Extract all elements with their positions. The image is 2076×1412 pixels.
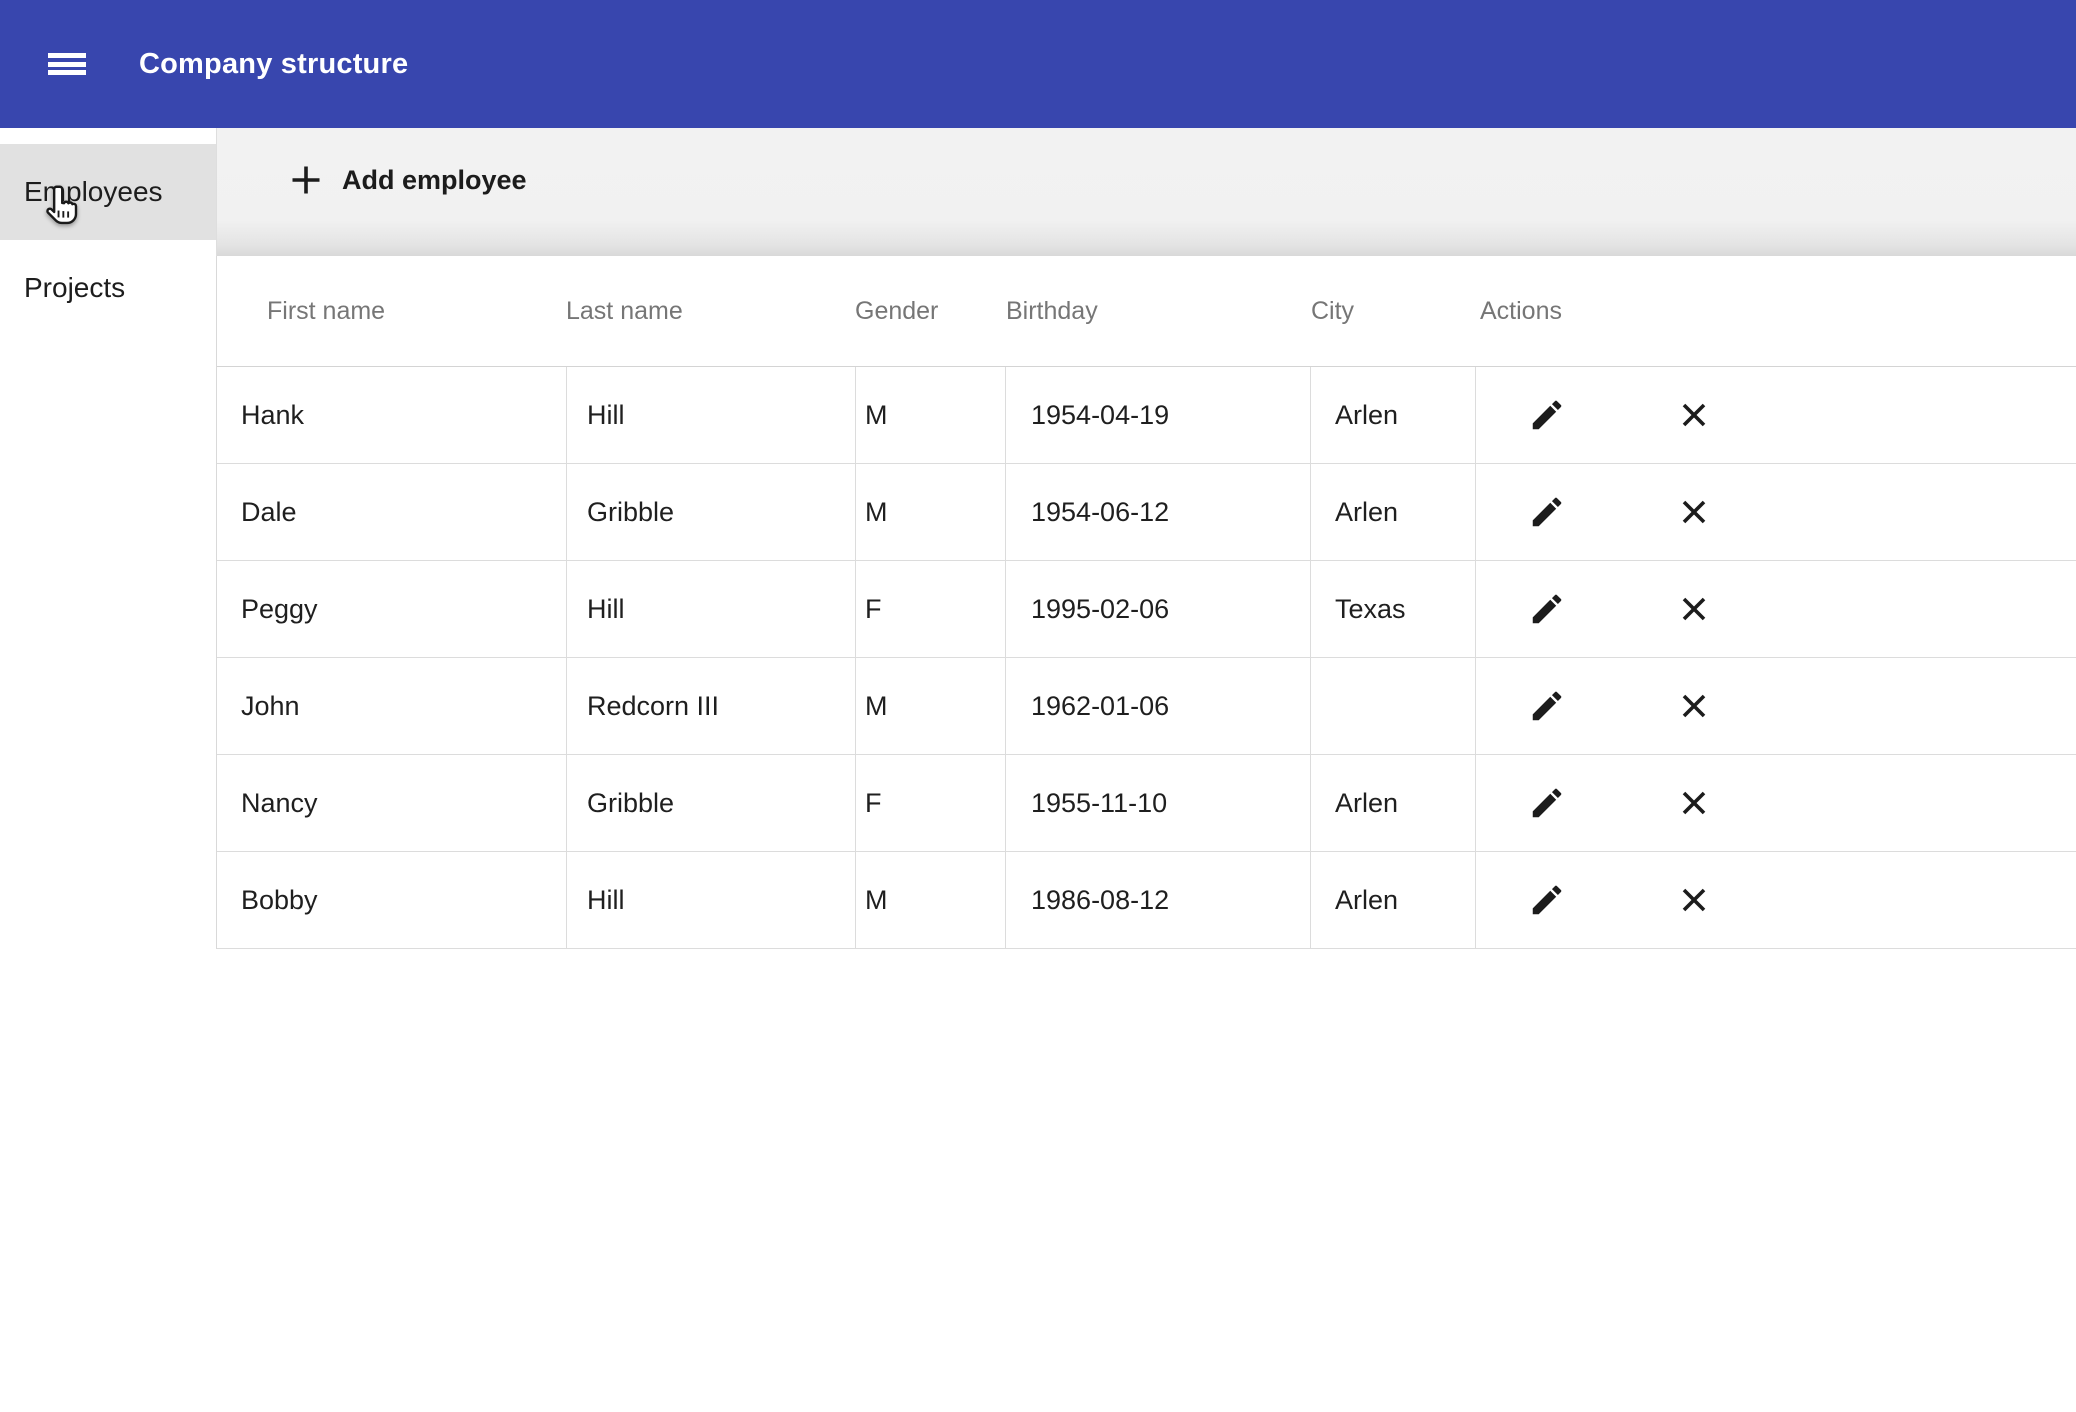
delete-row-button[interactable]: [1678, 884, 1710, 916]
add-employee-button[interactable]: Add employee: [290, 128, 527, 232]
edit-row-button[interactable]: [1528, 396, 1566, 434]
delete-row-button[interactable]: [1678, 399, 1710, 431]
cell-birthday: 1955-11-10: [1005, 755, 1310, 851]
delete-row-button[interactable]: [1678, 496, 1710, 528]
cell-birthday: 1954-06-12: [1005, 464, 1310, 560]
cell-actions: [1475, 367, 2076, 463]
cell-first-name: Nancy: [241, 787, 318, 818]
cell-actions: [1475, 561, 2076, 657]
cell-last-name: Gribble: [566, 464, 855, 560]
table-toolbar: Add employee: [216, 128, 2076, 256]
pencil-icon: [1528, 885, 1566, 922]
cell-gender: M: [855, 464, 1005, 560]
pencil-icon: [1528, 788, 1566, 825]
delete-row-button[interactable]: [1678, 593, 1710, 625]
cell-last-name: Hill: [566, 367, 855, 463]
cell-city: Arlen: [1310, 852, 1475, 948]
cell-birthday: 1962-01-06: [1005, 658, 1310, 754]
cell-first-name: Dale: [241, 496, 297, 527]
column-header-birthday: Birthday: [1006, 296, 1098, 325]
sidebar-item-employees[interactable]: Employees: [0, 144, 216, 240]
cell-birthday: 1954-04-19: [1005, 367, 1310, 463]
sidebar-item-projects[interactable]: Projects: [24, 272, 126, 303]
delete-row-button[interactable]: [1678, 787, 1710, 819]
cell-birthday: 1995-02-06: [1005, 561, 1310, 657]
cell-city: [1310, 658, 1475, 754]
cell-gender: M: [855, 658, 1005, 754]
cell-last-name: Hill: [566, 561, 855, 657]
cell-city: Arlen: [1310, 755, 1475, 851]
edit-row-button[interactable]: [1528, 493, 1566, 531]
cell-gender: M: [855, 367, 1005, 463]
edit-row-button[interactable]: [1528, 881, 1566, 919]
cell-gender: M: [855, 852, 1005, 948]
cell-actions: [1475, 464, 2076, 560]
x-icon: [1678, 403, 1710, 434]
cell-birthday: 1986-08-12: [1005, 852, 1310, 948]
pencil-icon: [1528, 497, 1566, 534]
employees-table: First name Last name Gender Birthday Cit…: [216, 256, 2076, 949]
cell-gender: F: [855, 561, 1005, 657]
table-row: Hank Hill M 1954-04-19 Arlen: [217, 367, 2076, 464]
edit-row-button[interactable]: [1528, 784, 1566, 822]
hamburger-menu-icon[interactable]: [48, 53, 86, 75]
x-icon: [1678, 694, 1710, 725]
cell-last-name: Gribble: [566, 755, 855, 851]
table-row: Nancy Gribble F 1955-11-10 Arlen: [217, 755, 2076, 852]
pencil-icon: [1528, 691, 1566, 728]
cell-first-name: Peggy: [241, 593, 318, 624]
table-header-row: First name Last name Gender Birthday Cit…: [217, 256, 2076, 367]
column-header-gender: Gender: [855, 296, 939, 325]
cell-first-name: John: [241, 690, 300, 721]
cell-city: Texas: [1310, 561, 1475, 657]
table-body: Hank Hill M 1954-04-19 Arlen: [217, 367, 2076, 949]
cell-first-name: Bobby: [241, 884, 318, 915]
cell-first-name: Hank: [241, 399, 305, 430]
delete-row-button[interactable]: [1678, 690, 1710, 722]
x-icon: [1678, 791, 1710, 822]
pencil-icon: [1528, 400, 1566, 437]
cell-last-name: Redcorn III: [566, 658, 855, 754]
x-icon: [1678, 597, 1710, 628]
edit-row-button[interactable]: [1528, 590, 1566, 628]
x-icon: [1678, 500, 1710, 531]
column-header-actions: Actions: [1480, 296, 1562, 325]
table-row: John Redcorn III M 1962-01-06: [217, 658, 2076, 755]
pencil-icon: [1528, 594, 1566, 631]
cell-city: Arlen: [1310, 464, 1475, 560]
cell-last-name: Hill: [566, 852, 855, 948]
cell-actions: [1475, 852, 2076, 948]
table-row: Bobby Hill M 1986-08-12 Arlen: [217, 852, 2076, 949]
table-row: Dale Gribble M 1954-06-12 Arlen: [217, 464, 2076, 561]
x-icon: [1678, 888, 1710, 919]
add-employee-label: Add employee: [342, 164, 527, 195]
sidebar: Employees Projects: [0, 128, 216, 1412]
plus-icon: [290, 164, 322, 196]
column-header-first-name: First name: [267, 296, 386, 325]
cell-actions: [1475, 755, 2076, 851]
cell-gender: F: [855, 755, 1005, 851]
app-bar: Company structure: [0, 0, 2076, 128]
column-header-last-name: Last name: [566, 296, 683, 325]
app-title: Company structure: [139, 48, 409, 80]
column-header-city: City: [1311, 296, 1355, 325]
table-row: Peggy Hill F 1995-02-06 Texas: [217, 561, 2076, 658]
cell-actions: [1475, 658, 2076, 754]
cell-city: Arlen: [1310, 367, 1475, 463]
edit-row-button[interactable]: [1528, 687, 1566, 725]
